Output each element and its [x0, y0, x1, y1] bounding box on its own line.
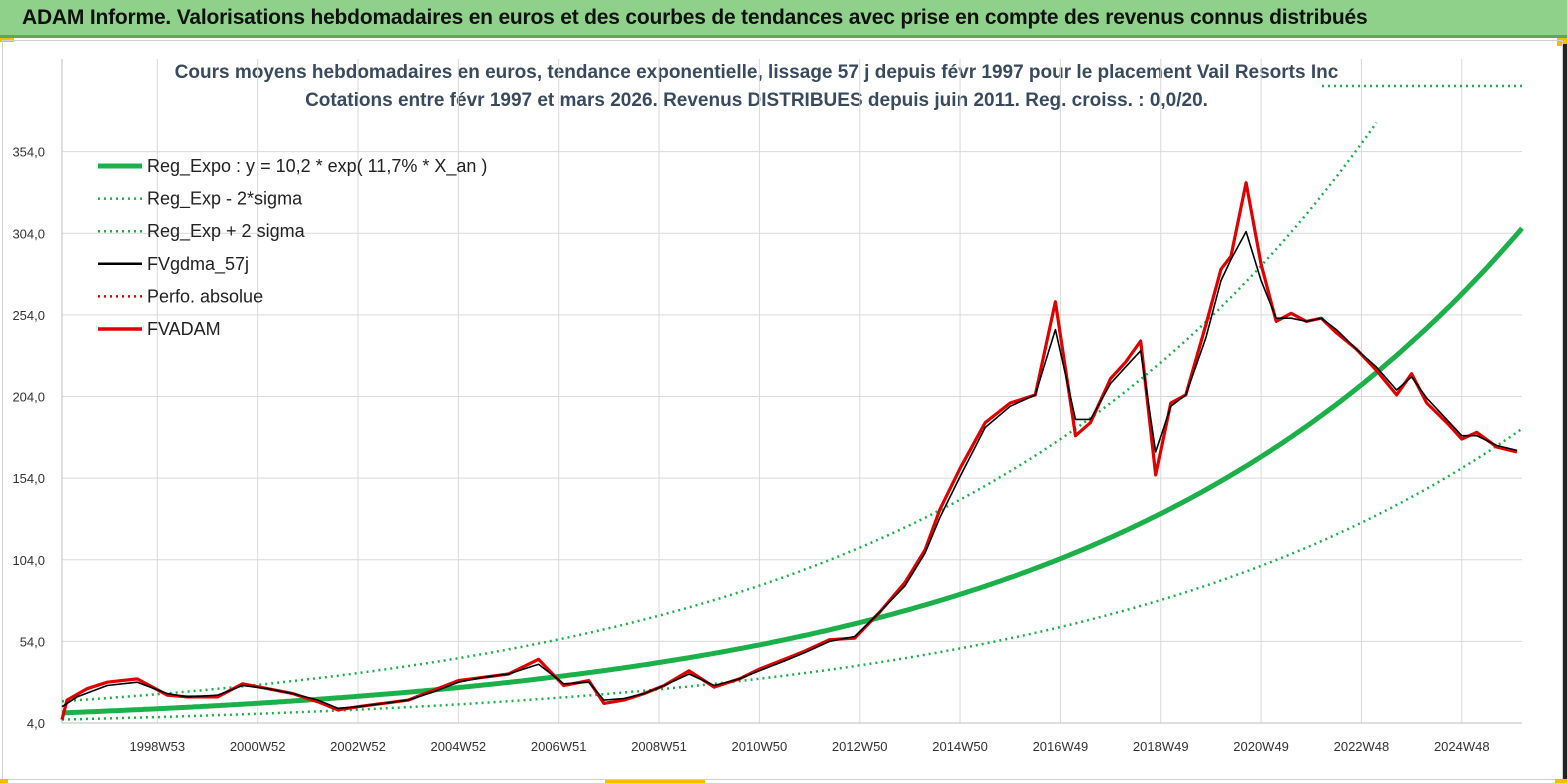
x-tick-label: 2012W50	[832, 739, 888, 754]
frame-bottom-accent	[605, 780, 705, 783]
x-tick-label: 2024W48	[1434, 739, 1490, 754]
legend-label: FVgdma_57j	[147, 254, 249, 275]
chart-subtitle: Cotations entre févr 1997 et mars 2026. …	[305, 90, 1208, 111]
reg-exp-minus-2sigma-line	[62, 427, 1523, 721]
legend-item: FVADAM	[98, 319, 221, 339]
y-tick-label: 304,0	[12, 226, 45, 241]
x-tick-label: 2018W49	[1133, 739, 1189, 754]
x-tick-label: 2008W51	[631, 739, 687, 754]
x-tick-label: 2022W48	[1334, 739, 1390, 754]
x-axis-ticks: 1998W53 2000W52 2002W52 2004W52 2006W51 2008W…	[129, 739, 1489, 754]
grid	[61, 59, 1522, 724]
frame-corner-accent	[0, 779, 8, 783]
regression-curves	[61, 121, 1524, 721]
y-tick-label: 104,0	[12, 553, 45, 568]
y-tick-label: 254,0	[12, 308, 45, 323]
x-tick-label: 2000W52	[230, 739, 286, 754]
x-tick-label: 2006W51	[531, 739, 587, 754]
frame-corner-accent	[1555, 779, 1567, 783]
x-tick-label: 2002W52	[330, 739, 386, 754]
y-tick-label: 54,0	[20, 634, 45, 649]
y-axis-ticks: 4,0 54,0 104,0 154,0 204,0 254,0 304,0 354,0	[12, 145, 45, 731]
chart-title: Cours moyens hebdomadaires en euros, ten…	[174, 62, 1339, 83]
y-tick-label: 354,0	[12, 145, 45, 160]
legend-item: Reg_Exp - 2*sigma	[98, 189, 303, 210]
y-tick-label: 154,0	[12, 471, 45, 486]
legend-label: Reg_Exp - 2*sigma	[147, 189, 303, 210]
legend-item: Perfo. absolue	[98, 286, 263, 306]
data-series	[60, 181, 1518, 721]
legend: Reg_Expo : y = 10,2 * exp( 11,7% * X_an …	[98, 156, 487, 339]
legend-item: FVgdma_57j	[98, 254, 249, 275]
legend-label: FVADAM	[147, 319, 221, 339]
x-tick-label: 2010W50	[732, 739, 788, 754]
x-tick-label: 1998W53	[129, 739, 185, 754]
frame-right-edge	[1563, 44, 1567, 779]
legend-label: Reg_Expo : y = 10,2 * exp( 11,7% * X_an …	[147, 156, 487, 177]
fvgdma-57j-line	[61, 230, 1518, 710]
chart-frame	[2, 40, 1563, 780]
legend-label: Reg_Exp + 2 sigma	[147, 221, 306, 242]
x-tick-label: 2020W49	[1233, 739, 1289, 754]
report-title: ADAM Informe. Valorisations hebdomadaire…	[22, 6, 1368, 29]
y-tick-label: 204,0	[12, 390, 45, 405]
legend-label: Perfo. absolue	[147, 286, 263, 306]
reg-expo-line	[61, 226, 1524, 716]
legend-item: Reg_Expo : y = 10,2 * exp( 11,7% * X_an …	[98, 156, 487, 177]
y-tick-label: 4,0	[27, 716, 45, 731]
legend-item: Reg_Exp + 2 sigma	[98, 221, 306, 242]
report-banner: ADAM Informe. Valorisations hebdomadaire…	[0, 0, 1567, 38]
x-tick-label: 2014W50	[932, 739, 988, 754]
x-tick-label: 2004W52	[431, 739, 487, 754]
x-tick-label: 2016W49	[1033, 739, 1089, 754]
reg-exp-plus-2sigma-line	[61, 121, 1378, 703]
